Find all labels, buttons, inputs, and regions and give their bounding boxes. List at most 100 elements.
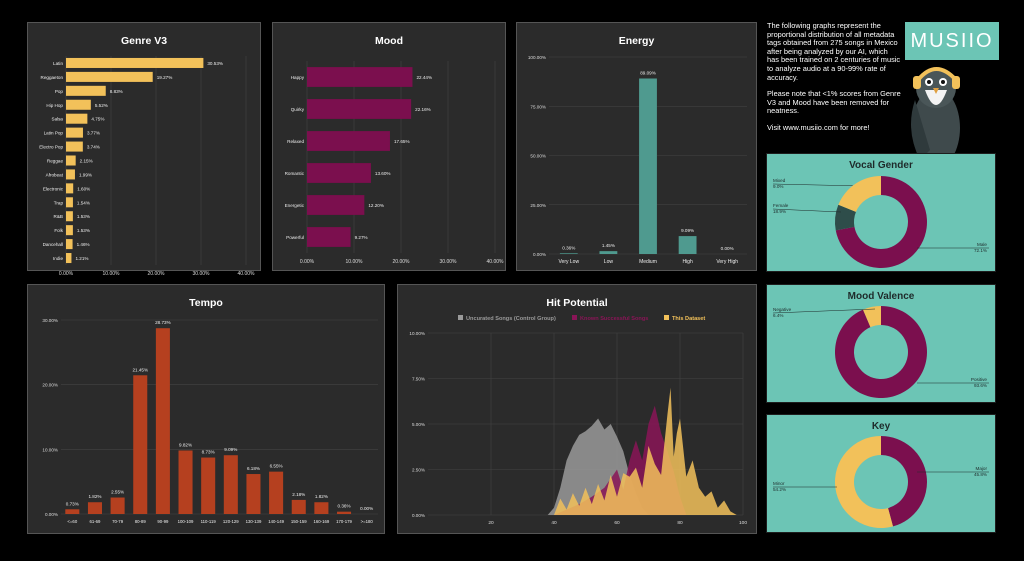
data-label: 2.18%	[292, 492, 305, 497]
bar	[307, 131, 390, 151]
y-tick-label: 30.00%	[42, 318, 58, 323]
bar	[246, 474, 261, 514]
data-label: 3.74%	[87, 145, 100, 150]
slice-name: Negative	[773, 307, 792, 312]
bar	[314, 502, 329, 514]
data-label: 1.21%	[75, 256, 88, 261]
data-label: 22.44%	[416, 75, 432, 80]
x-tick-label: 20.00%	[393, 259, 411, 265]
key-chart-title: Key	[871, 421, 891, 432]
leader-line	[772, 308, 876, 314]
x-tick-label: 20.00%	[148, 271, 166, 277]
pie-slice	[835, 176, 927, 268]
category-label: 160-169	[314, 519, 330, 524]
data-label: 1.82%	[315, 494, 328, 499]
category-label: 120-129	[223, 519, 239, 524]
bar	[66, 155, 76, 166]
pie-slice	[835, 204, 856, 231]
legend-swatch	[572, 315, 577, 320]
bar	[66, 85, 106, 96]
y-tick-label: 2.50%	[412, 468, 425, 473]
bar	[201, 457, 216, 514]
slice-label: 18.9%	[773, 209, 786, 214]
data-label: 8.73%	[202, 450, 215, 455]
bar	[66, 169, 75, 180]
category-label: Very High	[716, 259, 738, 265]
data-label: 19.27%	[157, 75, 173, 80]
slice-label: 9.0%	[773, 184, 783, 189]
category-label: >=180	[361, 519, 374, 524]
hit-potential-chart-title: Hit Potential	[546, 297, 608, 309]
category-label: 80-89	[135, 519, 147, 524]
data-label: 8.83%	[110, 89, 123, 94]
data-label: 4.75%	[91, 117, 104, 122]
y-tick-label: 25.00%	[530, 203, 546, 208]
data-label: 12.20%	[368, 203, 384, 208]
category-label: Latin	[53, 61, 63, 66]
category-label: Salsa	[52, 117, 64, 122]
bar	[223, 455, 238, 514]
x-tick-label: 40	[551, 520, 557, 526]
pie-slice	[838, 176, 881, 212]
data-label: 1.53%	[77, 214, 90, 219]
category-label: Powerful	[286, 235, 304, 240]
y-tick-label: 0.00%	[45, 512, 58, 517]
bar	[65, 509, 80, 514]
legend-label: Known Successful Songs	[580, 316, 648, 322]
category-label: Very Low	[559, 259, 580, 265]
slice-label: 54.2%	[773, 487, 786, 492]
legend-label: Uncurated Songs (Control Group)	[466, 316, 556, 322]
category-label: 130-139	[246, 519, 262, 524]
x-tick-label: 40.00%	[487, 259, 505, 265]
category-label: 170-179	[336, 519, 352, 524]
tempo-chart: 0.00% 10.00% 20.00% 30.00% 0.73% <=60 1.82% 61-…	[42, 318, 378, 524]
bar	[559, 253, 578, 254]
category-label: Latin Pop	[44, 131, 64, 136]
leader-line	[772, 183, 864, 187]
bar	[307, 227, 351, 247]
slice-label: 6.4%	[773, 313, 783, 318]
y-tick-label: 75.00%	[530, 104, 546, 109]
legend-swatch	[664, 315, 669, 320]
x-tick-label: 30.00%	[440, 259, 458, 265]
category-label: Romantic	[285, 171, 305, 176]
pie-slice	[835, 436, 893, 528]
data-label: 5.52%	[95, 103, 108, 108]
bar	[66, 253, 72, 264]
data-label: 1.82%	[88, 494, 101, 499]
data-label: 9.09%	[224, 447, 237, 452]
slice-label: 72.1%	[974, 248, 987, 253]
category-label: <=60	[67, 519, 77, 524]
bar	[66, 71, 153, 82]
y-tick-label: 10.00%	[42, 447, 58, 452]
y-tick-label: 0.00%	[412, 513, 425, 518]
data-label: 1.53%	[77, 228, 90, 233]
tempo-chart-title: Tempo	[189, 297, 223, 309]
bar	[66, 141, 83, 152]
data-label: 1.45%	[602, 243, 615, 248]
data-label: 0.36%	[562, 245, 575, 250]
slice-name: Female	[773, 203, 789, 208]
y-tick-label: 20.00%	[42, 383, 58, 388]
bar	[66, 211, 73, 222]
bar	[66, 197, 73, 208]
category-label: 110-119	[201, 519, 217, 524]
leader-line	[772, 208, 842, 213]
bar	[307, 163, 371, 183]
category-label: Folk	[54, 228, 63, 233]
energy-chart-title: Energy	[618, 35, 655, 47]
category-label: Medium	[639, 259, 657, 265]
info-text: The following graphs represent the propo…	[767, 21, 901, 141]
data-label: 30.53%	[207, 61, 223, 66]
bar	[66, 57, 204, 68]
bar	[133, 375, 148, 514]
musiio-logo: MUSIIO	[905, 22, 999, 60]
energy-chart: 0.00% 25.00% 50.00% 75.00% 100.00% 0.36% Very …	[528, 55, 747, 265]
slice-name: Mixed	[773, 178, 786, 183]
bar	[307, 67, 413, 87]
data-label: 2.15%	[80, 159, 93, 164]
tempo-chart-panel: Tempo 0.00% 10.00% 20.00% 30.00% 0.73% <=60 1.…	[27, 284, 385, 534]
mood-valence-chart-title: Mood Valence	[847, 291, 915, 302]
